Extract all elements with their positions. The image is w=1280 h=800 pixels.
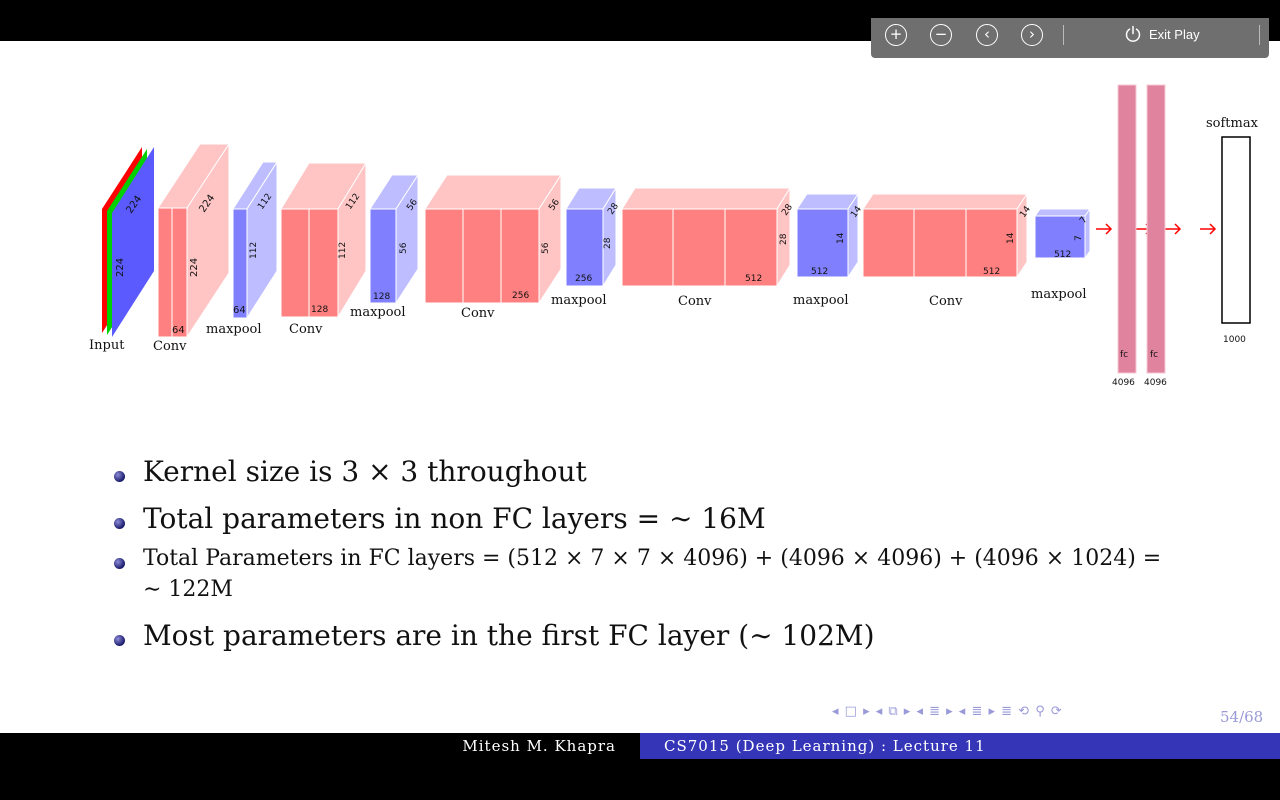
bullet-fc-params-total: ∼ 122M xyxy=(143,577,233,602)
pool4-channels-label: 512 xyxy=(811,267,828,277)
conv5-channels-label: 512 xyxy=(983,267,1000,277)
conv3-channels-label: 256 xyxy=(512,291,529,301)
controls-divider-right xyxy=(1259,25,1260,45)
softmax-size-label: 1000 xyxy=(1223,335,1246,345)
arrow-pool5-to-fc1 xyxy=(1096,223,1113,235)
pool1-side-label: 112 xyxy=(249,242,259,259)
beamer-navigation-symbols[interactable]: ◂ □ ▸ ◂ ⧉ ▸ ◂ ≣ ▸ ◂ ≣ ▸ ≣ ⟲ ⚲ ⟳ xyxy=(832,704,1063,719)
previous-slide-icon[interactable]: ‹ xyxy=(976,24,998,46)
controls-divider-left xyxy=(1063,25,1064,45)
arrow-fc2-to-fc3 xyxy=(1165,223,1182,235)
pool5-channels-label: 512 xyxy=(1054,250,1071,260)
input-label: Input xyxy=(89,338,125,353)
conv4-label: Conv xyxy=(678,294,712,309)
bullet-dot-4 xyxy=(114,635,125,646)
pool-block-2 xyxy=(369,173,419,305)
conv-block-3 xyxy=(424,173,562,305)
conv3-label: Conv xyxy=(461,306,495,321)
fc1-size-label: 4096 xyxy=(1112,378,1135,388)
conv1-label: Conv xyxy=(153,339,187,354)
fc1-label: fc xyxy=(1120,350,1128,360)
next-slide-icon[interactable]: › xyxy=(1021,24,1043,46)
conv1-side-label: 224 xyxy=(189,258,200,277)
conv2-label: Conv xyxy=(289,322,323,337)
page-number: 54/68 xyxy=(1220,708,1264,726)
pool5-depth-label: 7 xyxy=(1078,215,1089,225)
pool2-channels-label: 128 xyxy=(373,292,390,302)
fc2-label: fc xyxy=(1150,350,1158,360)
bullet-dot-3 xyxy=(114,558,125,569)
pool5-label: maxpool xyxy=(1031,287,1087,302)
fc-layer-1 xyxy=(1117,84,1137,374)
footer-author-bar: Mitesh M. Khapra xyxy=(0,733,640,759)
input-blue-channel xyxy=(112,147,154,337)
zoom-out-icon[interactable]: − xyxy=(930,24,952,46)
footer-course: CS7015 (Deep Learning) : Lecture 11 xyxy=(664,737,986,755)
pool3-side-label: 28 xyxy=(603,237,613,249)
bullet-non-fc-params: Total parameters in non FC layers = ∼ 16… xyxy=(143,502,766,535)
pool1-channels-label: 64 xyxy=(233,305,246,316)
vgg-architecture-diagram: 224 224 Input 224 224 64 Conv 112 112 64… xyxy=(89,84,1259,388)
bullet-most-params: Most parameters are in the first FC laye… xyxy=(143,619,875,652)
conv-block-5 xyxy=(862,192,1028,279)
pool4-label: maxpool xyxy=(793,293,849,308)
conv2-side-label: 112 xyxy=(338,242,348,259)
pool4-side-label: 14 xyxy=(836,232,846,244)
footer-author: Mitesh M. Khapra xyxy=(462,737,616,755)
conv-block-2 xyxy=(280,161,367,319)
conv1-channels-label: 64 xyxy=(172,325,185,336)
conv-block-4 xyxy=(621,186,791,288)
conv-block-1 xyxy=(157,142,230,339)
pool3-channels-label: 256 xyxy=(575,274,592,284)
conv2-channels-label: 128 xyxy=(311,305,328,315)
power-icon[interactable] xyxy=(1124,25,1142,43)
pool5-side-label: 7 xyxy=(1074,235,1084,241)
pool-block-4 xyxy=(796,192,859,279)
pool1-label: maxpool xyxy=(206,322,262,337)
pool-block-1 xyxy=(232,160,278,320)
slide: 224 224 Input 224 224 64 Conv 112 112 64… xyxy=(0,41,1280,733)
input-side-label: 224 xyxy=(115,258,126,277)
bullet-fc-params: Total Parameters in FC layers = (512 × 7… xyxy=(143,546,1162,571)
conv5-side-label: 14 xyxy=(1006,232,1016,244)
pool2-side-label: 56 xyxy=(399,242,409,254)
conv4-channels-label: 512 xyxy=(745,274,762,284)
pool-block-5 xyxy=(1034,207,1091,260)
arrow-to-softmax xyxy=(1200,223,1217,235)
fc2-size-label: 4096 xyxy=(1144,378,1167,388)
presentation-controls: + − ‹ › Exit Play xyxy=(871,18,1269,58)
footer-course-bar: CS7015 (Deep Learning) : Lecture 11 xyxy=(640,733,1280,759)
conv4-side-label: 28 xyxy=(779,233,789,245)
bullet-dot-2 xyxy=(114,518,125,529)
conv3-side-label: 56 xyxy=(541,242,551,254)
softmax-label: softmax xyxy=(1206,116,1259,131)
bullet-kernel-size: Kernel size is 3 × 3 throughout xyxy=(143,455,587,488)
pool2-label: maxpool xyxy=(350,305,406,320)
pool-block-3 xyxy=(565,186,617,288)
exit-play-button[interactable]: Exit Play xyxy=(1149,27,1200,42)
fc-layer-2 xyxy=(1146,84,1166,374)
zoom-in-icon[interactable]: + xyxy=(885,24,907,46)
bullet-dot-1 xyxy=(114,471,125,482)
softmax-layer xyxy=(1221,136,1251,324)
conv5-label: Conv xyxy=(929,294,963,309)
pool3-label: maxpool xyxy=(551,293,607,308)
